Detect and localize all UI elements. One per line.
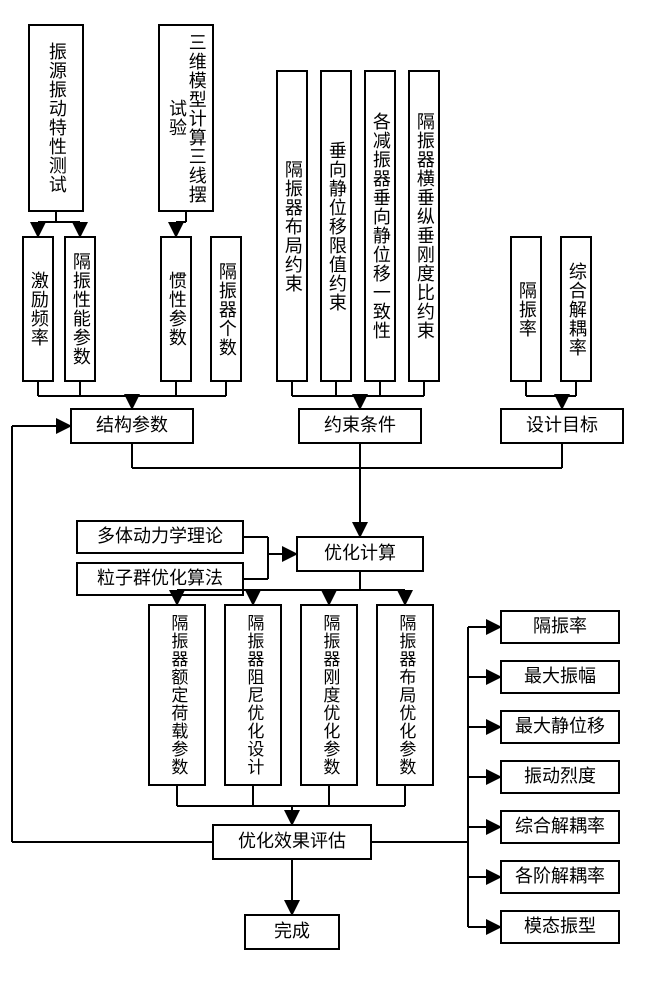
col-layout-constr: 隔振器布局约束 <box>276 70 308 382</box>
out-max-disp: 最大静位移 <box>500 710 620 744</box>
col-iso-count: 隔振器个数 <box>210 236 242 382</box>
col-excite-freq: 激励频率 <box>22 236 54 382</box>
struct-params: 结构参数 <box>70 408 194 444</box>
model-calc: 三维模型计算三线摆试验 <box>158 24 214 212</box>
done-box: 完成 <box>244 914 340 950</box>
out-vib-sev: 振动烈度 <box>500 760 620 794</box>
constraints: 约束条件 <box>298 408 422 444</box>
col-iso-rate: 隔振率 <box>510 236 542 382</box>
eval-box: 优化效果评估 <box>212 824 372 860</box>
res-damping: 隔振器阻尼优化设计 <box>224 604 282 786</box>
out-max-amp: 最大振幅 <box>500 660 620 694</box>
out-mode-decoup: 各阶解耦率 <box>500 860 620 894</box>
out-mode-shape: 模态振型 <box>500 910 620 944</box>
res-stiffness: 隔振器刚度优化参数 <box>300 604 358 786</box>
opt-calc: 优化计算 <box>296 536 424 572</box>
res-rated-load: 隔振器额定荷载参数 <box>148 604 206 786</box>
col-stiff-ratio: 隔振器横垂纵垂刚度比约束 <box>408 70 440 382</box>
col-vdisp-consist: 各减振器垂向静位移一致性 <box>364 70 396 382</box>
out-iso-rate: 隔振率 <box>500 610 620 644</box>
col-inertia: 惯性参数 <box>160 236 192 382</box>
col-iso-perf: 隔振性能参数 <box>64 236 96 382</box>
pso-algo: 粒子群优化算法 <box>76 562 244 596</box>
col-decoup-rate: 综合解耦率 <box>560 236 592 382</box>
mbd-theory: 多体动力学理论 <box>76 520 244 554</box>
design-target: 设计目标 <box>500 408 624 444</box>
out-decoup: 综合解耦率 <box>500 810 620 844</box>
src-vib-test: 振源振动特性测试 <box>28 24 84 212</box>
res-layout: 隔振器布局优化参数 <box>376 604 434 786</box>
col-vdisp-constr: 垂向静位移限值约束 <box>320 70 352 382</box>
